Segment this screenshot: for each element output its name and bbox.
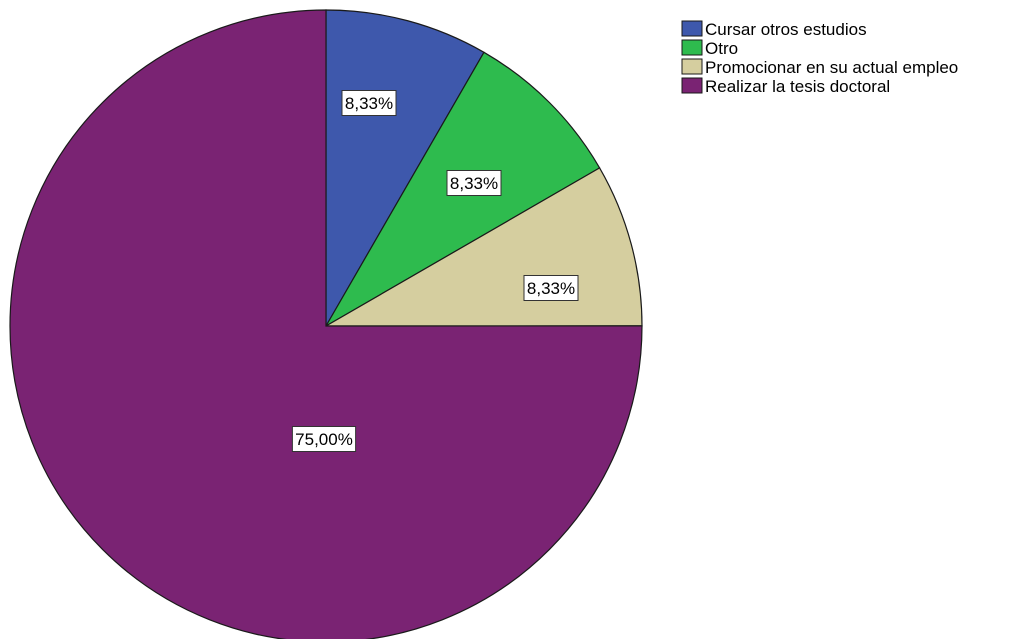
legend-swatch [682,59,702,74]
legend-label: Cursar otros estudios [705,20,867,39]
pie-slices [10,10,642,639]
legend-label: Realizar la tesis doctoral [705,77,890,96]
legend-swatch [682,21,702,36]
data-label-text: 8,33% [345,94,393,113]
legend-item: Promocionar en su actual empleo [682,58,958,77]
data-label-text: 8,33% [527,279,575,298]
data-label-text: 8,33% [450,174,498,193]
legend-item: Realizar la tesis doctoral [682,77,890,96]
slice-data-label: 75,00% [292,427,355,452]
slice-data-label: 8,33% [524,276,578,301]
data-label-text: 75,00% [295,430,353,449]
slice-data-label: 8,33% [342,91,396,116]
legend-item: Otro [682,39,738,58]
legend-swatch [682,40,702,55]
legend-label: Otro [705,39,738,58]
legend-label: Promocionar en su actual empleo [705,58,958,77]
legend-item: Cursar otros estudios [682,20,867,39]
slice-data-label: 8,33% [447,171,501,196]
legend-swatch [682,78,702,93]
